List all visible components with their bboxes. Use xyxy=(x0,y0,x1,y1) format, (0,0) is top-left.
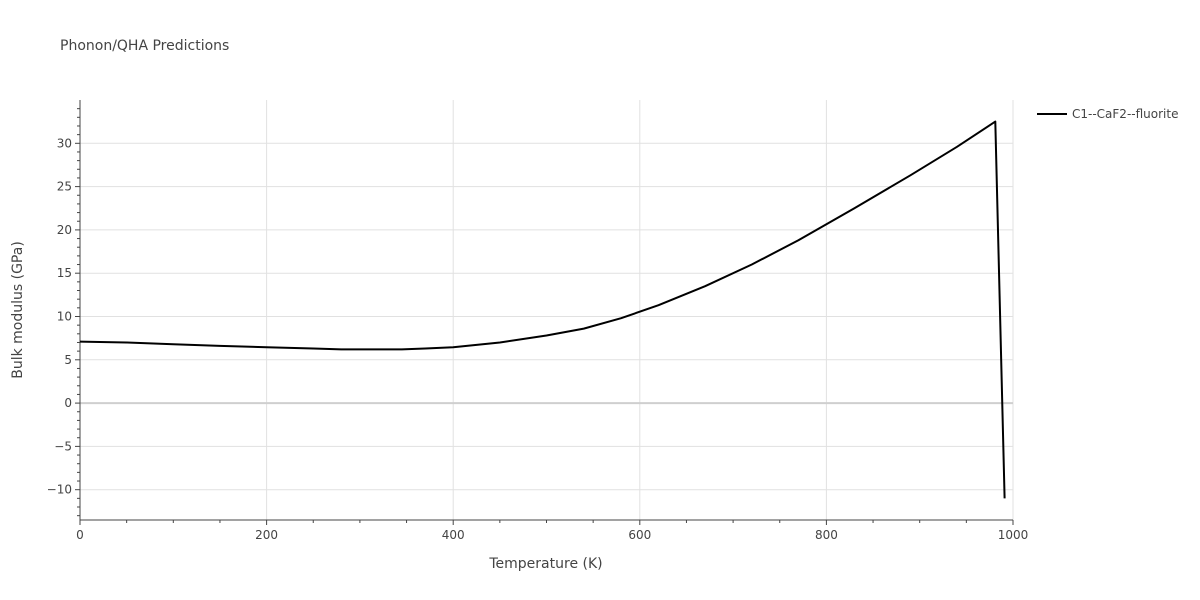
x-axis-title: Temperature (K) xyxy=(488,556,602,572)
legend[interactable]: C1--CaF2--fluorite xyxy=(1037,107,1178,121)
y-tick-label: 5 xyxy=(64,353,72,367)
x-tick-label: 0 xyxy=(76,528,84,542)
y-tick-label: 0 xyxy=(64,396,72,410)
y-axis-title: Bulk modulus (GPa) xyxy=(10,241,26,379)
y-tick-label: 30 xyxy=(57,136,72,150)
legend-label: C1--CaF2--fluorite xyxy=(1072,107,1178,121)
series-line xyxy=(79,120,1006,499)
grid xyxy=(80,100,1014,520)
y-tick-label: −5 xyxy=(54,439,72,453)
series-layer xyxy=(79,120,1006,499)
x-tick-label: 800 xyxy=(815,528,838,542)
y-tick-label: 20 xyxy=(57,223,72,237)
y-tick-label: 15 xyxy=(57,266,72,280)
x-tick-label: 200 xyxy=(255,528,278,542)
x-tick-label: 400 xyxy=(442,528,465,542)
y-tick-label: 25 xyxy=(57,180,72,194)
legend-item[interactable]: C1--CaF2--fluorite xyxy=(1037,107,1178,121)
x-tick-label: 600 xyxy=(628,528,651,542)
y-tick-label: −10 xyxy=(47,483,72,497)
chart-title: Phonon/QHA Predictions xyxy=(60,38,229,54)
y-tick-label: 10 xyxy=(57,309,72,323)
x-tick-label: 1000 xyxy=(998,528,1029,542)
axes: 0 200 400 600 800 1000 −10 −5 0 5 10 15 20 25 30 xyxy=(47,100,1029,542)
